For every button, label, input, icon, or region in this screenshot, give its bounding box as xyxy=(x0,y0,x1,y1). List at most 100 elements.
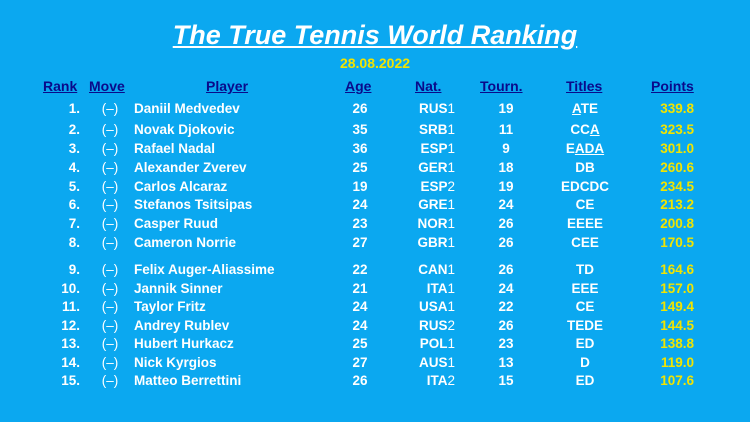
tourn-cell: 22 xyxy=(498,299,514,314)
header-move: Move xyxy=(89,78,125,94)
titles-segment: CE xyxy=(575,197,595,212)
nat-cell: AUS1 xyxy=(405,355,455,370)
points-cell: 138.8 xyxy=(660,336,694,351)
player-cell: Hubert Hurkacz xyxy=(134,336,234,351)
titles-cell: TD xyxy=(555,262,615,277)
nat-number: 1 xyxy=(447,355,455,370)
ranking-date: 28.08.2022 xyxy=(339,55,411,71)
titles-segment: TD xyxy=(576,262,594,277)
move-cell: (–) xyxy=(101,122,119,137)
rank-cell: 15. xyxy=(61,373,80,388)
rank-cell: 14. xyxy=(61,355,80,370)
nat-number: 1 xyxy=(447,262,455,277)
titles-segment: E xyxy=(565,141,575,156)
titles-cell: CEE xyxy=(555,235,615,250)
titles-cell: CE xyxy=(555,299,615,314)
nat-code: GRE xyxy=(418,197,448,212)
player-cell: Alexander Zverev xyxy=(134,160,247,175)
nat-number: 1 xyxy=(447,141,455,156)
move-cell: (–) xyxy=(101,355,119,370)
nat-number: 1 xyxy=(447,216,455,231)
player-cell: Stefanos Tsitsipas xyxy=(134,197,253,212)
nat-code: RUS xyxy=(418,318,448,333)
move-cell: (–) xyxy=(101,179,119,194)
header-rank: Rank xyxy=(43,78,78,94)
table-row: 9. (–) Felix Auger-Aliassime 22 CAN1 26 TD 164.… xyxy=(0,262,750,280)
age-cell: 27 xyxy=(352,235,368,250)
age-cell: 24 xyxy=(352,197,368,212)
rank-cell: 5. xyxy=(68,179,80,194)
age-cell: 23 xyxy=(352,216,368,231)
titles-segment: ADA xyxy=(574,141,605,156)
table-row: 14. (–) Nick Kyrgios 27 AUS1 13 D 119.0 xyxy=(0,355,750,373)
move-cell: (–) xyxy=(101,299,119,314)
tourn-cell: 26 xyxy=(498,318,514,333)
nat-cell: GER1 xyxy=(405,160,455,175)
move-cell: (–) xyxy=(101,373,119,388)
nat-cell: GBR1 xyxy=(405,235,455,250)
nat-code: RUS xyxy=(418,101,448,116)
nat-cell: SRB1 xyxy=(405,122,455,137)
move-cell: (–) xyxy=(101,262,119,277)
age-cell: 22 xyxy=(352,262,368,277)
nat-code: ITA xyxy=(426,373,448,388)
age-cell: 19 xyxy=(352,179,368,194)
move-cell: (–) xyxy=(101,141,119,156)
titles-segment: A xyxy=(571,101,581,116)
titles-segment: CEE xyxy=(571,235,599,250)
age-cell: 26 xyxy=(352,101,368,116)
titles-segment: A xyxy=(589,122,600,137)
header-player: Player xyxy=(206,78,249,94)
tourn-cell: 23 xyxy=(498,336,514,351)
titles-segment: TE xyxy=(580,101,598,116)
player-cell: Cameron Norrie xyxy=(134,235,237,250)
titles-segment: D xyxy=(580,355,590,370)
move-cell: (–) xyxy=(101,197,119,212)
nat-cell: ITA1 xyxy=(405,281,455,296)
move-cell: (–) xyxy=(101,216,119,231)
player-cell: Casper Ruud xyxy=(134,216,219,231)
nat-number: 2 xyxy=(447,318,455,333)
titles-cell: EADA xyxy=(555,141,615,156)
player-cell: Daniil Medvedev xyxy=(134,101,240,116)
nat-code: USA xyxy=(418,299,448,314)
page-title: The True Tennis World Ranking xyxy=(172,20,578,50)
tourn-cell: 26 xyxy=(498,216,514,231)
points-cell: 301.0 xyxy=(660,141,694,156)
titles-cell: EEEE xyxy=(555,216,615,231)
titles-segment: ED xyxy=(575,373,595,388)
nat-number: 1 xyxy=(447,160,455,175)
rank-cell: 11. xyxy=(61,299,80,314)
titles-cell: ED xyxy=(555,336,615,351)
titles-cell: CCA xyxy=(555,122,615,137)
header-titles: Titles xyxy=(566,78,603,94)
age-cell: 26 xyxy=(352,373,368,388)
nat-code: ESP xyxy=(420,141,448,156)
table-row: 5. (–) Carlos Alcaraz 19 ESP2 19 EDCDC 234.5 xyxy=(0,179,750,197)
nat-code: AUS xyxy=(418,355,448,370)
titles-segment: EEEE xyxy=(566,216,604,231)
titles-cell: TEDE xyxy=(555,318,615,333)
tourn-cell: 24 xyxy=(498,281,514,296)
player-cell: Carlos Alcaraz xyxy=(134,179,228,194)
nat-code: GBR xyxy=(417,235,448,250)
rank-cell: 7. xyxy=(68,216,80,231)
nat-code: POL xyxy=(419,336,448,351)
rank-cell: 3. xyxy=(68,141,80,156)
nat-cell: ITA2 xyxy=(405,373,455,388)
age-cell: 25 xyxy=(352,336,368,351)
rank-cell: 4. xyxy=(68,160,80,175)
age-cell: 35 xyxy=(352,122,368,137)
titles-cell: DB xyxy=(555,160,615,175)
player-cell: Nick Kyrgios xyxy=(134,355,217,370)
table-row: 8. (–) Cameron Norrie 27 GBR1 26 CEE 170.5 xyxy=(0,235,750,253)
rank-cell: 2. xyxy=(68,122,80,137)
move-cell: (–) xyxy=(101,101,119,116)
titles-segment: EEE xyxy=(571,281,599,296)
titles-segment: TEDE xyxy=(566,318,603,333)
age-cell: 24 xyxy=(352,318,368,333)
move-cell: (–) xyxy=(101,160,119,175)
nat-number: 1 xyxy=(447,122,455,137)
nat-cell: POL1 xyxy=(405,336,455,351)
nat-cell: USA1 xyxy=(405,299,455,314)
